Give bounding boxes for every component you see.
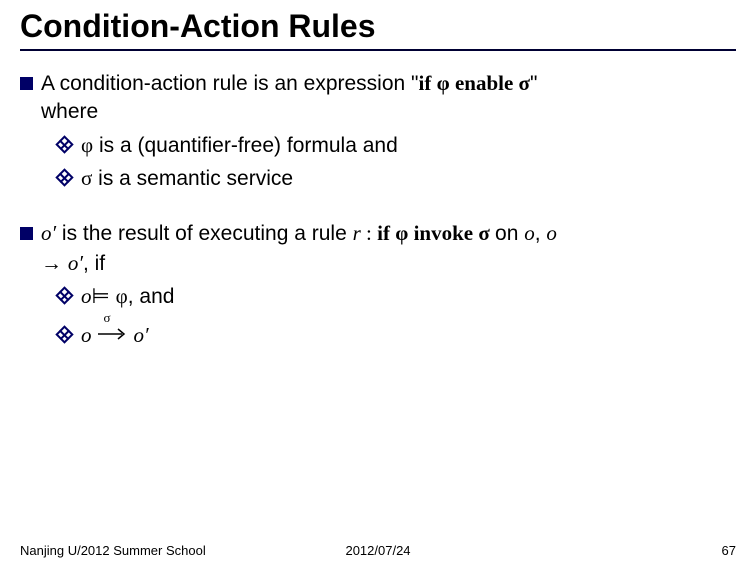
t: : <box>361 221 377 245</box>
square-bullet-icon <box>20 227 33 240</box>
sigma-arrow-icon: σ <box>98 321 128 349</box>
sub-1-1-text: φ is a (quantifier-free) formula and <box>81 131 398 160</box>
t: ⊨ <box>92 284 110 308</box>
bullet-1: A condition-action rule is an expression… <box>20 69 736 193</box>
t: r <box>353 221 361 245</box>
bullet-1-text: A condition-action rule is an expression… <box>41 69 537 127</box>
slide-title: Condition-Action Rules <box>20 8 736 51</box>
t: σ <box>104 309 111 327</box>
footer-left: Nanjing U/2012 Summer School <box>20 543 206 558</box>
t: is the result of executing a rule <box>56 222 353 245</box>
t: σ <box>473 221 495 245</box>
t: , <box>535 222 547 245</box>
square-bullet-icon <box>20 77 33 90</box>
bullet-2: o′ is the result of executing a rule r :… <box>20 219 736 349</box>
footer-right: 67 <box>722 543 736 558</box>
t: o <box>524 221 535 245</box>
t: is a (quantifier-free) formula and <box>93 134 398 157</box>
t: enable <box>455 71 513 95</box>
bullet-2-text: o′ is the result of executing a rule r :… <box>41 219 557 278</box>
sub-1-2-text: σ is a semantic service <box>81 164 293 193</box>
t: o′ <box>134 321 149 349</box>
t: , and <box>128 285 175 308</box>
sub-2-2-text: o σ o′ <box>81 321 149 349</box>
t: where <box>41 100 98 123</box>
t: o′ <box>41 221 56 245</box>
t: is a semantic service <box>92 167 293 190</box>
bullet-1-line: A condition-action rule is an expression… <box>20 69 736 127</box>
sub-2-1-text: o⊨ φ, and <box>81 282 174 311</box>
t: A condition-action rule is an expression… <box>41 72 419 95</box>
sub-1-2: σ is a semantic service <box>58 164 736 193</box>
t: σ <box>513 71 530 95</box>
t: if <box>419 71 432 95</box>
t: o <box>81 284 92 308</box>
sub-2-1: o⊨ φ, and <box>58 282 736 311</box>
t: φ <box>81 133 93 157</box>
bullet-2-line: o′ is the result of executing a rule r :… <box>20 219 736 278</box>
diamond-bullet-icon <box>55 286 73 304</box>
t: → <box>41 251 62 275</box>
footer: Nanjing U/2012 Summer School 2012/07/24 … <box>20 543 736 558</box>
t: invoke <box>414 221 474 245</box>
diamond-bullet-icon <box>55 168 73 186</box>
t: " <box>530 72 537 95</box>
t: o <box>546 221 557 245</box>
t: if <box>377 221 390 245</box>
footer-center: 2012/07/24 <box>345 543 410 558</box>
t: φ <box>431 71 455 95</box>
t: o′ <box>68 251 83 275</box>
diamond-bullet-icon <box>55 326 73 344</box>
t: σ <box>81 166 92 190</box>
sub-2-2: o σ o′ <box>58 321 736 349</box>
t: on <box>495 222 524 245</box>
t: , if <box>83 252 105 275</box>
t: φ <box>116 284 128 308</box>
diamond-bullet-icon <box>55 135 73 153</box>
t: o <box>81 321 92 349</box>
sub-1-1: φ is a (quantifier-free) formula and <box>58 131 736 160</box>
t: φ <box>390 221 414 245</box>
